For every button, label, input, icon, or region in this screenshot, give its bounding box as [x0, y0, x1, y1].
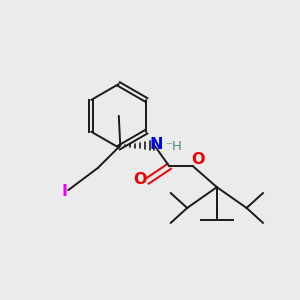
Text: O: O [191, 152, 205, 167]
Text: O: O [133, 172, 146, 187]
Text: ⁻H: ⁻H [165, 140, 182, 153]
Text: N: N [149, 137, 163, 152]
Text: I: I [62, 184, 68, 199]
